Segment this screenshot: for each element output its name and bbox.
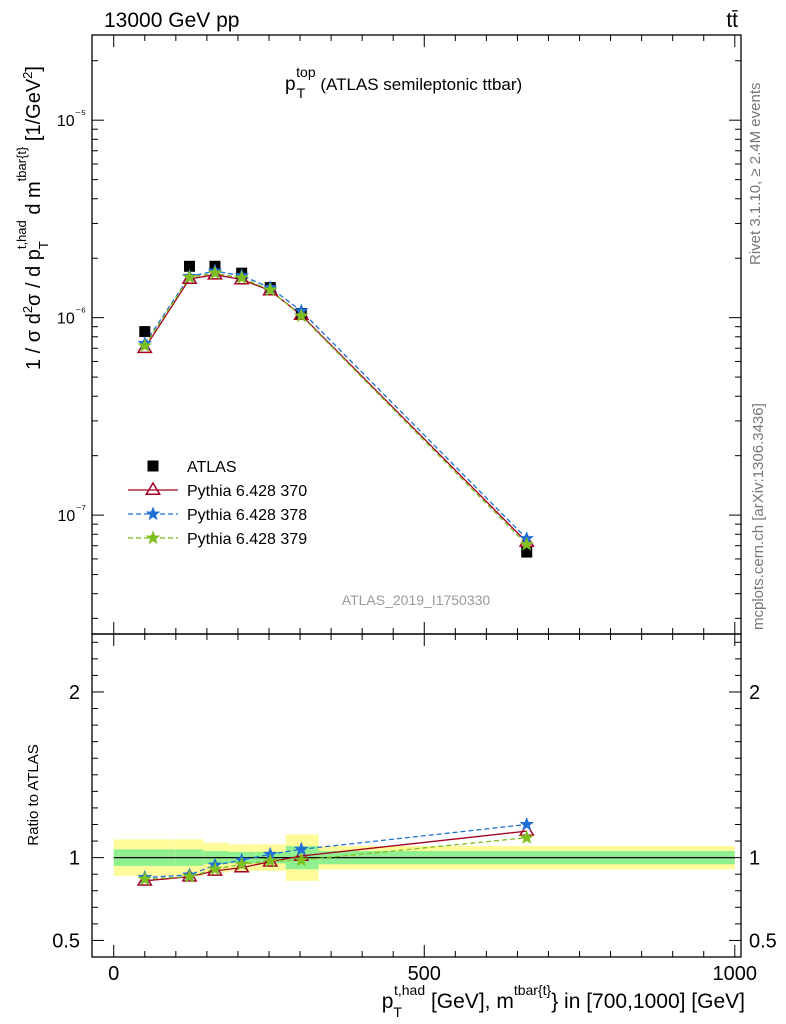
legend: ATLAS Pythia 6.428 370 Pythia 6.428 378 Pyt…: [128, 459, 307, 548]
ratio-point-pythia-6-428-379: [234, 856, 249, 871]
main-panel: 10⁻⁷ 10⁻⁶ 10⁻⁵ pTtop (ATLAS semileptonic t…: [14, 34, 742, 635]
ratio-point-pythia-6-428-379: [519, 830, 534, 844]
chart-title-sub: T: [297, 85, 306, 101]
data-point-atlas: [139, 326, 151, 338]
chart-title-rest: (ATLAS semileptonic ttbar): [316, 75, 523, 94]
data-point-pythia-6-428-379: [263, 282, 278, 297]
ratio-point-pythia-6-428-379: [137, 871, 153, 886]
ratio-y-ticks: 0.5 0.5 1 1 2 2: [52, 641, 777, 952]
chart-title-sup: top: [296, 64, 316, 80]
ratio-frame: [91, 633, 742, 958]
ratio-bands: [113, 834, 735, 881]
ratio-point-pythia-6-428-378: [519, 816, 535, 831]
data-point-pythia-6-428-379: [234, 270, 250, 285]
ratio-y-tick-label-right: 0.5: [749, 930, 777, 952]
main-series-markers: [136, 260, 535, 558]
chart-title-base: p: [285, 74, 296, 95]
main-y-tick-label: 10⁻⁷: [58, 502, 86, 525]
ratio-point-pythia-6-428-379: [293, 852, 309, 867]
x-tick-label: 0: [108, 963, 119, 985]
legend-marker-pythia-6-428-379: [145, 530, 161, 545]
data-point-pythia-6-428-379: [137, 338, 153, 353]
main-y-ticks: 10⁻⁷ 10⁻⁶ 10⁻⁵: [57, 60, 741, 619]
main-y-tick-label: 10⁻⁶: [57, 305, 86, 328]
ratio-x-ticks: 0 500 1000: [108, 634, 757, 985]
x-tick-label: 500: [408, 963, 441, 985]
data-point-pythia-6-428-379: [182, 269, 197, 284]
ratio-y-tick-label-right: 1: [749, 848, 760, 870]
process-label: tt̄: [726, 9, 738, 32]
x-axis-label: pTt,had [GeV], mtbar{t}} in [700,1000] […: [382, 982, 745, 1020]
ratio-panel: 0.5 0.5 1 1 2 2 0 500 1000 Ratio to ATLAS pTt,h…: [25, 633, 777, 1020]
series-line-pythia-6-428-379: [144, 272, 528, 545]
main-y-tick-label: 10⁻⁵: [57, 107, 86, 130]
data-point-pythia-6-428-379: [207, 265, 223, 280]
data-point-atlas: [184, 260, 196, 272]
analysis-id: ATLAS_2019_I1750330: [342, 592, 491, 608]
x-tick-label: 1000: [713, 963, 758, 985]
mcplots-label: mcplots.cern.ch [arXiv:1306.3436]: [750, 403, 767, 630]
chart-title: pTtop (ATLAS semileptonic ttbar): [285, 64, 522, 101]
main-series-lines: [144, 270, 528, 545]
data-point-pythia-6-428-379: [519, 536, 535, 551]
legend-marker-pythia-6-428-378: [145, 506, 161, 521]
legend-marker-atlas: [147, 460, 159, 472]
data-point-pythia-6-428-379: [294, 308, 309, 323]
legend-label-pythia-6-428-370: Pythia 6.428 370: [187, 483, 307, 500]
ratio-series-markers: [136, 816, 535, 886]
rivet-label: Rivet 3.1.10, ≥ 2.4M events: [747, 83, 764, 266]
ratio-y-tick-label: 2: [69, 682, 80, 704]
main-y-axis-label: 1 / σ d2σ / d pTt,had d mtbar{t} [1/GeV2…: [14, 66, 51, 370]
legend-label-atlas: ATLAS: [187, 459, 237, 476]
ratio-point-pythia-6-428-379: [182, 869, 197, 883]
ratio-y-axis-label: Ratio to ATLAS: [25, 744, 42, 845]
ratio-point-pythia-6-428-379: [207, 861, 223, 876]
ratio-point-pythia-6-428-379: [263, 853, 278, 868]
legend-label-pythia-6-428-379: Pythia 6.428 379: [187, 531, 307, 548]
ratio-point-pythia-6-428-378: [294, 841, 309, 856]
ratio-y-tick-label: 1: [69, 848, 80, 870]
collision-label: 13000 GeV pp: [104, 9, 239, 32]
ratio-y-tick-label-right: 2: [749, 682, 760, 704]
ratio-y-tick-label: 0.5: [52, 930, 80, 952]
series-line-pythia-6-428-370: [144, 274, 528, 543]
data-point-atlas: [521, 546, 533, 558]
main-x-ticks: [113, 35, 736, 634]
legend-label-pythia-6-428-378: Pythia 6.428 378: [187, 507, 307, 524]
ratio-axes-box: [91, 633, 742, 958]
legend-marker-pythia-6-428-370: [144, 481, 162, 495]
